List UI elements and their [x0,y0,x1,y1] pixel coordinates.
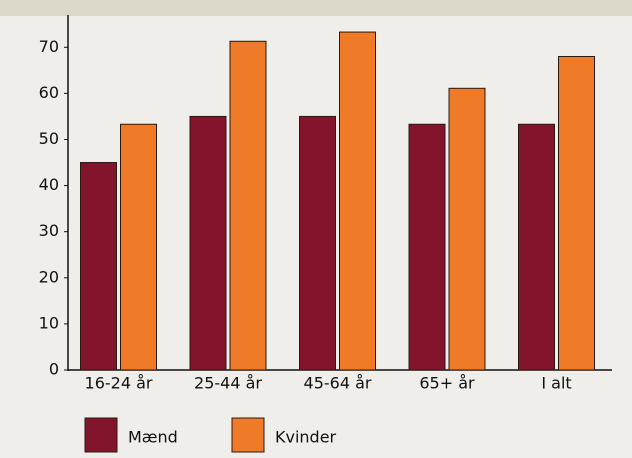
legend-label: Mænd [128,428,178,447]
y-tick-label: 0 [49,360,59,379]
y-tick-label: 30 [39,221,59,240]
bar [120,123,157,371]
x-tick-label: 45-64 år [304,374,372,393]
bar [339,31,376,371]
y-tick-label: 70 [39,37,59,56]
bar [229,40,267,371]
x-tick-label: I alt [541,374,571,393]
y-tick-label: 20 [39,267,59,286]
bar [189,115,227,371]
bar [80,162,117,371]
y-tick-label: 50 [39,129,59,148]
legend-swatch [84,417,118,453]
x-tick-label: 16-24 år [85,374,153,393]
x-tick-label: 25-44 år [194,374,262,393]
bar [448,87,486,371]
header-band [0,0,632,16]
x-tick-label: 65+ år [419,374,475,393]
legend-label: Kvinder [275,428,337,447]
bar [408,123,446,371]
legend-swatch [231,417,265,453]
bar [558,55,595,371]
bar [518,123,555,371]
bar [299,115,336,371]
y-tick-label: 60 [39,83,59,102]
y-tick-label: 40 [39,175,59,194]
y-tick-label: 10 [39,313,59,332]
